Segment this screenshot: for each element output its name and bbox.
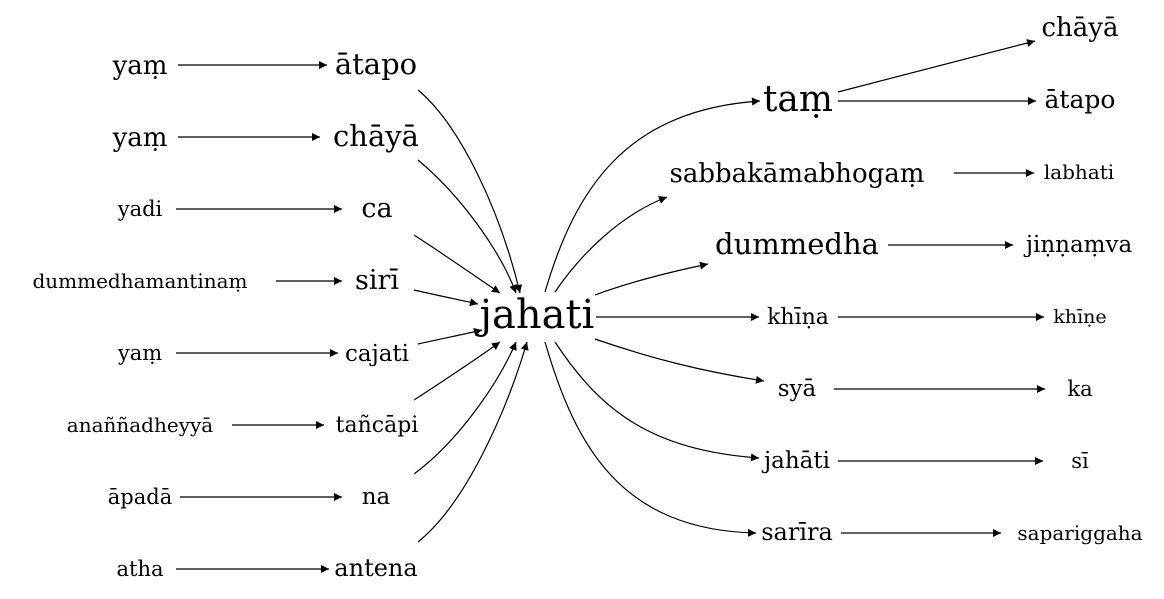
- node-label: chāyā: [333, 119, 419, 153]
- node-label: dummedhamantinaṃ: [32, 269, 247, 293]
- edge: [544, 341, 757, 537]
- edge: [413, 289, 479, 307]
- node-label: sarīra: [761, 518, 833, 546]
- node-label: jiṇṇaṃva: [1023, 232, 1133, 258]
- left-source-nodes: yaṃ yaṃ yadi dummedhamantinaṃ yaṃ anañña…: [32, 51, 247, 581]
- right-edges: [834, 39, 1045, 537]
- right-second-nodes: chāyā ātapo labhati jiṇṇaṃva khīṇe ka sī…: [1017, 13, 1142, 545]
- node-label: sapariggaha: [1017, 521, 1142, 545]
- node-label: na: [362, 484, 391, 510]
- edge: [837, 39, 1036, 93]
- node-label: labhati: [1044, 160, 1114, 184]
- edge: [554, 196, 668, 293]
- left-edges: [176, 61, 342, 573]
- node-label: khīṇe: [1053, 306, 1106, 328]
- right-first-nodes: taṃ sabbakāmabhogaṃ dummedha khīṇa syā j…: [670, 79, 925, 546]
- node-label: yaṃ: [112, 51, 168, 81]
- node-label: chāyā: [1042, 13, 1119, 43]
- node-label: khīṇa: [767, 305, 829, 330]
- edge: [413, 341, 501, 401]
- node-label: ātapo: [335, 47, 417, 81]
- edge: [417, 341, 529, 543]
- node-label: taṃ: [763, 79, 833, 120]
- node-label: ātapo: [1045, 85, 1116, 114]
- node-label: yaṃ: [117, 341, 162, 365]
- edge: [594, 261, 709, 296]
- node-label: antena: [334, 554, 417, 582]
- edge: [594, 338, 765, 384]
- node-label: jahāti: [761, 448, 830, 474]
- node-label: sabbakāmabhogaṃ: [670, 159, 925, 189]
- node-label: yaṃ: [112, 123, 168, 153]
- node-label: sī: [1071, 449, 1089, 473]
- edge: [413, 234, 501, 294]
- node-label: ka: [1067, 377, 1092, 401]
- center-out-edges: [544, 97, 765, 537]
- edge: [413, 341, 517, 475]
- edge: [554, 341, 760, 462]
- edge: [417, 328, 483, 345]
- node-label: yadi: [117, 197, 163, 221]
- center-in-edges: [413, 89, 529, 543]
- node-label: dummedha: [715, 227, 879, 261]
- node-label: anaññadheyyā: [67, 413, 214, 437]
- center-node-label: jahati: [476, 292, 595, 338]
- node-label: cajati: [345, 341, 409, 367]
- node-label: tañcāpi: [336, 413, 419, 438]
- node-label: atha: [116, 557, 163, 581]
- node-label: sirī: [355, 265, 399, 296]
- node-label: syā: [778, 376, 817, 402]
- edge: [417, 159, 517, 294]
- left-target-nodes: ātapo chāyā ca sirī cajati tañcāpi na an…: [333, 47, 419, 582]
- node-label: āpadā: [108, 485, 172, 509]
- node-label: ca: [361, 193, 392, 224]
- edge: [544, 97, 761, 293]
- edge: [417, 89, 523, 294]
